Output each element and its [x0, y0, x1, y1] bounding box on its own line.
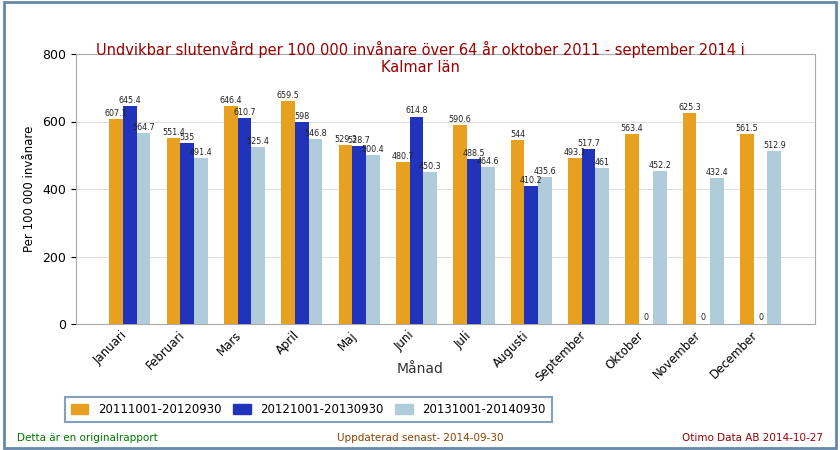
Bar — [281, 101, 295, 324]
Bar — [309, 140, 323, 324]
Bar — [768, 151, 781, 324]
Text: 452.2: 452.2 — [648, 162, 671, 171]
Bar — [480, 167, 495, 324]
Text: 610.7: 610.7 — [234, 108, 256, 117]
Text: 432.4: 432.4 — [706, 168, 728, 177]
Text: 461: 461 — [595, 158, 610, 167]
Bar — [396, 162, 410, 324]
Bar — [625, 134, 639, 324]
Bar — [467, 159, 480, 324]
Bar — [581, 149, 596, 324]
Bar — [568, 158, 581, 324]
Bar — [238, 118, 251, 324]
Text: 607.1: 607.1 — [105, 109, 128, 118]
Bar — [710, 178, 724, 324]
Text: 659.5: 659.5 — [276, 91, 300, 100]
Bar — [224, 106, 238, 324]
Bar — [653, 171, 666, 324]
Text: Detta är en originalrapport: Detta är en originalrapport — [17, 433, 158, 443]
Bar — [109, 119, 123, 324]
Bar — [295, 122, 309, 324]
Legend: 20111001-20120930, 20121001-20130930, 20131001-20140930: 20111001-20120930, 20121001-20130930, 20… — [65, 397, 552, 422]
Text: 544: 544 — [510, 130, 525, 140]
Text: 480.7: 480.7 — [391, 152, 414, 161]
Text: 551.4: 551.4 — [162, 128, 185, 137]
Y-axis label: Per 100 000 invånare: Per 100 000 invånare — [24, 126, 36, 252]
Text: 410.2: 410.2 — [520, 176, 543, 184]
Bar — [181, 144, 194, 324]
Text: 0: 0 — [643, 313, 648, 322]
Text: 563.4: 563.4 — [621, 124, 643, 133]
Bar — [123, 106, 137, 324]
Text: 464.6: 464.6 — [476, 157, 499, 166]
Text: 646.4: 646.4 — [219, 96, 242, 105]
Text: 435.6: 435.6 — [533, 167, 556, 176]
Bar — [410, 117, 423, 324]
Bar — [538, 177, 552, 324]
Text: 517.7: 517.7 — [577, 139, 600, 148]
Bar — [423, 172, 437, 324]
Bar — [596, 168, 609, 324]
Text: 512.9: 512.9 — [763, 141, 785, 150]
Text: Undvikbar slutenvård per 100 000 invånare över 64 år oktober 2011 - september 20: Undvikbar slutenvård per 100 000 invånar… — [96, 40, 744, 75]
Text: 500.4: 500.4 — [362, 145, 384, 154]
Bar — [524, 185, 538, 324]
Text: 645.4: 645.4 — [118, 96, 141, 105]
Bar — [166, 138, 181, 324]
Bar — [352, 145, 366, 324]
Bar — [366, 155, 380, 324]
Text: 0: 0 — [701, 313, 706, 322]
Text: 590.6: 590.6 — [449, 115, 471, 124]
Bar — [454, 125, 467, 324]
Bar — [683, 113, 696, 324]
Text: 546.8: 546.8 — [304, 130, 327, 139]
Text: Månad: Månad — [396, 362, 444, 376]
Text: 529.3: 529.3 — [334, 135, 357, 144]
Text: 0: 0 — [758, 313, 763, 322]
Text: 493.1: 493.1 — [564, 148, 586, 157]
Bar — [251, 147, 265, 324]
Text: 488.5: 488.5 — [463, 149, 486, 158]
Text: 528.7: 528.7 — [348, 135, 370, 144]
Text: 491.4: 491.4 — [190, 148, 213, 157]
Text: 614.8: 614.8 — [405, 107, 428, 116]
Bar — [194, 158, 207, 324]
Text: 525.4: 525.4 — [247, 137, 270, 146]
Bar — [511, 140, 524, 324]
Text: 598: 598 — [294, 112, 309, 121]
Text: Uppdaterad senast- 2014-09-30: Uppdaterad senast- 2014-09-30 — [337, 433, 503, 443]
Bar — [740, 135, 753, 324]
Text: 564.7: 564.7 — [132, 123, 155, 132]
Text: Otimo Data AB 2014-10-27: Otimo Data AB 2014-10-27 — [682, 433, 823, 443]
Bar — [137, 133, 150, 324]
Bar — [339, 145, 352, 324]
Text: 625.3: 625.3 — [678, 103, 701, 112]
Text: 450.3: 450.3 — [419, 162, 442, 171]
Text: 561.5: 561.5 — [736, 125, 759, 134]
Text: 535: 535 — [180, 133, 195, 142]
